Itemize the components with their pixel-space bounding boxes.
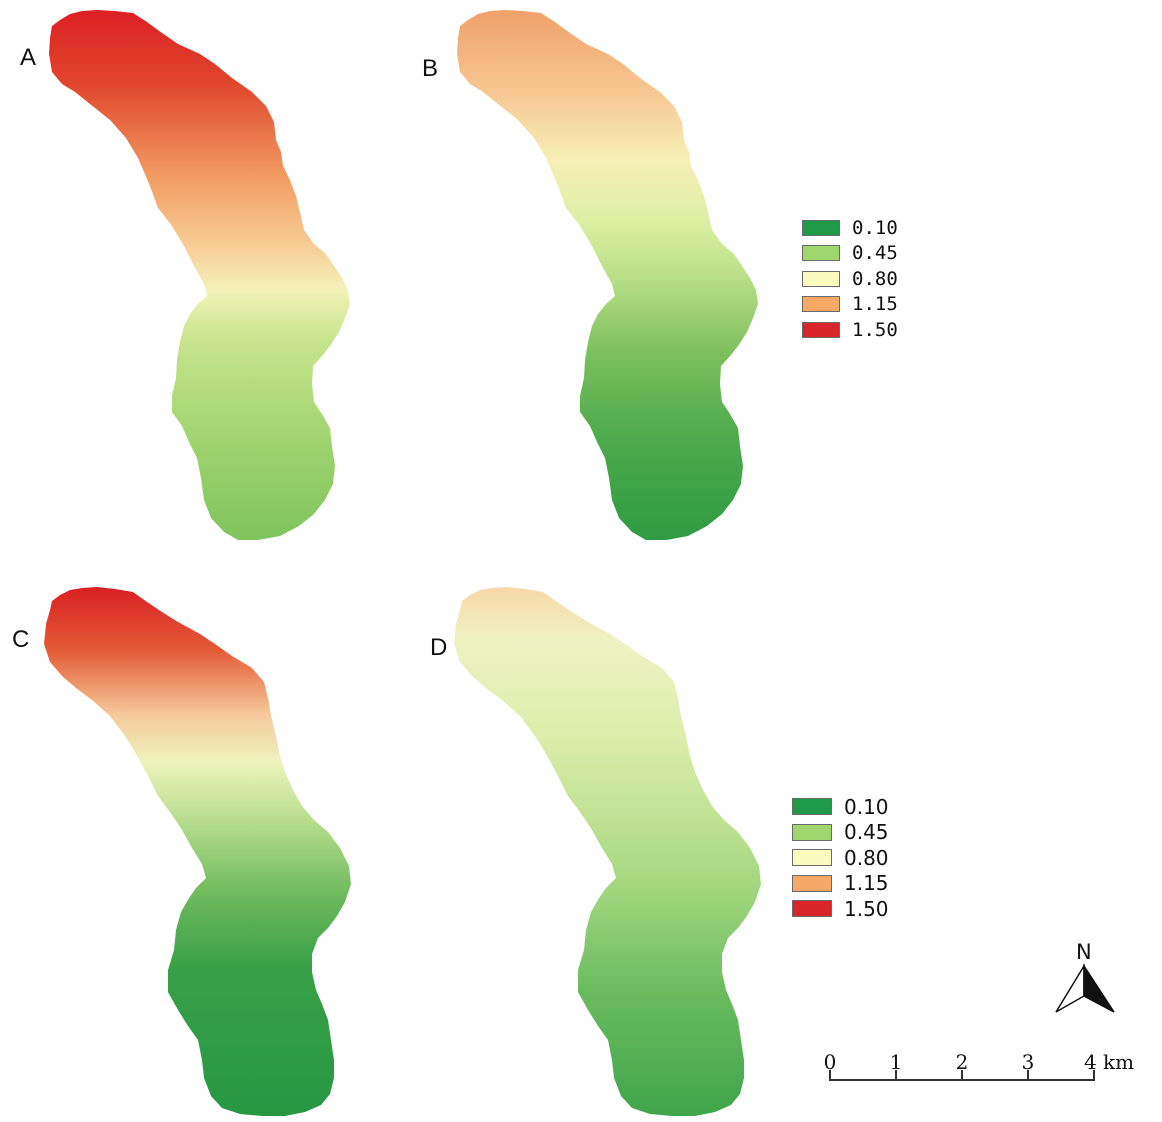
legend-bottom: 0.10 0.45 0.80 1.15 1.50 [792, 794, 889, 922]
legend-swatch [802, 321, 840, 338]
legend-entry: 0.80 [802, 266, 898, 292]
north-arrow-icon [1055, 963, 1115, 1013]
map-panel-c [44, 587, 351, 1116]
legend-swatch [802, 245, 840, 262]
panel-label-a: A [20, 44, 37, 71]
legend-entry: 1.15 [802, 292, 898, 318]
legend-swatch [792, 900, 832, 918]
legend-entry: 0.45 [802, 241, 898, 267]
legend-swatch [792, 849, 832, 867]
map-panel-d [454, 587, 761, 1116]
legend-value: 1.15 [852, 293, 898, 316]
panel-label-b: B [422, 55, 439, 82]
legend-value: 0.80 [844, 845, 889, 870]
legend-entry: 1.50 [802, 317, 898, 343]
map-panel-a [49, 10, 350, 540]
panel-label-c: C [12, 626, 30, 653]
legend-swatch [792, 823, 832, 841]
legend-swatch [802, 270, 840, 287]
legend-swatch [792, 798, 832, 816]
legend-entry: 1.50 [792, 896, 889, 922]
legend-value: 0.45 [844, 820, 889, 845]
legend-value: 0.80 [852, 267, 898, 290]
scale-bar [829, 1070, 1095, 1081]
legend-swatch [802, 219, 840, 236]
legend-value: 0.10 [852, 216, 898, 239]
legend-entry: 0.10 [792, 794, 889, 820]
legend-swatch [802, 296, 840, 313]
legend-entry: 1.15 [792, 871, 889, 897]
scale-tick-label: 4 km [1083, 1050, 1135, 1074]
scale-tick-label: 3 [1021, 1050, 1035, 1074]
scale-tick-label: 1 [889, 1050, 903, 1074]
legend-entry: 0.45 [792, 820, 889, 846]
legend-top: 0.10 0.45 0.80 1.15 1.50 [802, 215, 898, 343]
scale-tick-label: 0 [823, 1050, 837, 1074]
map-panel-b [457, 10, 758, 540]
legend-value: 0.45 [852, 242, 898, 265]
legend-value: 1.50 [852, 318, 898, 341]
legend-value: 1.50 [844, 896, 889, 921]
map-panels [44, 10, 761, 1116]
legend-entry: 0.10 [802, 215, 898, 241]
legend-value: 0.10 [844, 794, 889, 819]
legend-entry: 0.80 [792, 845, 889, 871]
scale-tick-label: 2 [955, 1050, 969, 1074]
panel-label-d: D [430, 634, 448, 661]
legend-value: 1.15 [844, 871, 889, 896]
legend-swatch [792, 874, 832, 892]
north-label: N [1076, 940, 1092, 964]
